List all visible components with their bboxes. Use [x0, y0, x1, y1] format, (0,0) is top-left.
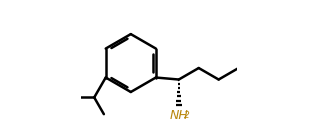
- Text: 2: 2: [184, 111, 190, 120]
- Text: NH: NH: [169, 109, 188, 122]
